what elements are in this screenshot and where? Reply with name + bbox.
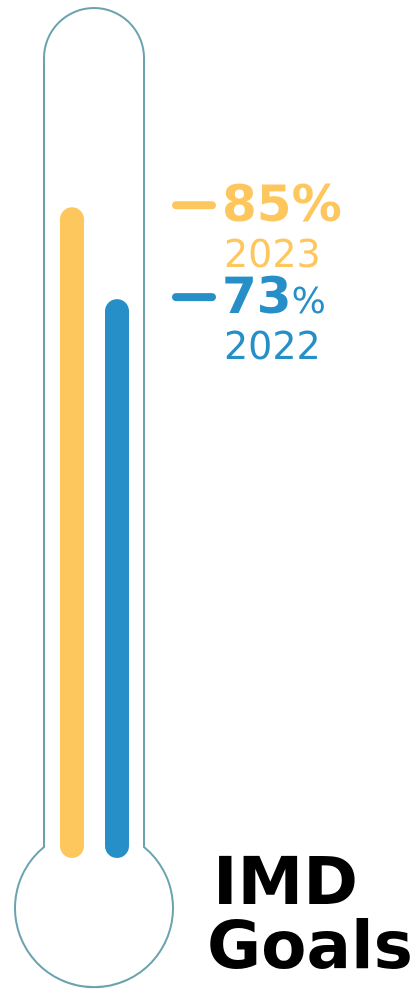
value-unit-2022: %	[292, 281, 326, 322]
value-label-2023: 85%	[222, 175, 342, 233]
thermometer-outline	[15, 8, 173, 987]
year-label-2022: 2022	[224, 324, 321, 368]
bar-2022	[105, 299, 129, 858]
bar-2023	[60, 207, 84, 858]
value-number-2022: 73	[222, 267, 292, 325]
chart-title-line-2: Goals	[207, 907, 413, 984]
